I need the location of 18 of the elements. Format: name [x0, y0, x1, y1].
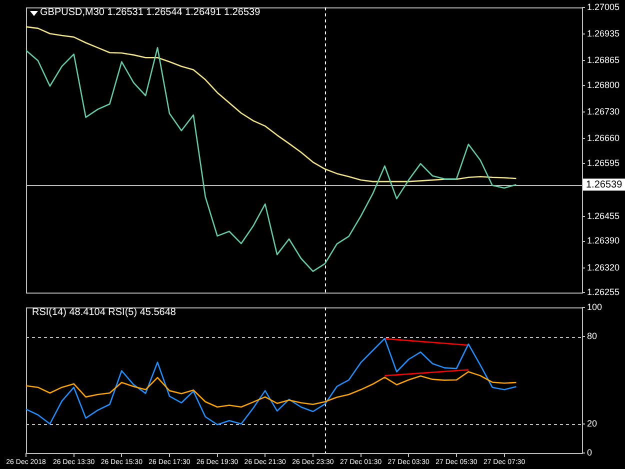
y-tick-label: 20: [587, 418, 598, 428]
y-tick-label: 1.26320: [587, 262, 620, 272]
chart-title: RSI(14) 48.4104 RSI(5) 45.5648: [32, 307, 176, 318]
y-tick-label: 1.26865: [587, 55, 620, 66]
y-tick-label: 1.26800: [587, 80, 620, 90]
y-tick-label: 0: [587, 447, 592, 458]
y-tick-label: 1.26660: [587, 133, 620, 144]
ref-line-label: 1.26539: [586, 179, 623, 190]
y-tick-label: 1.26730: [587, 106, 620, 116]
y-tick-label: 1.26935: [587, 28, 620, 39]
y-tick-label: 1.26455: [587, 211, 620, 222]
y-tick-label: 1.26255: [587, 287, 620, 298]
y-tick-label: 1.27005: [587, 2, 620, 12]
y-tick-label: 100: [587, 302, 602, 312]
y-tick-label: 1.26390: [587, 236, 620, 246]
chart-title: GBPUSD,M30 1.26531 1.26544 1.26491 1.26539: [40, 7, 260, 18]
y-tick-label: 1.26595: [587, 158, 620, 168]
y-tick-label: 80: [587, 331, 598, 342]
